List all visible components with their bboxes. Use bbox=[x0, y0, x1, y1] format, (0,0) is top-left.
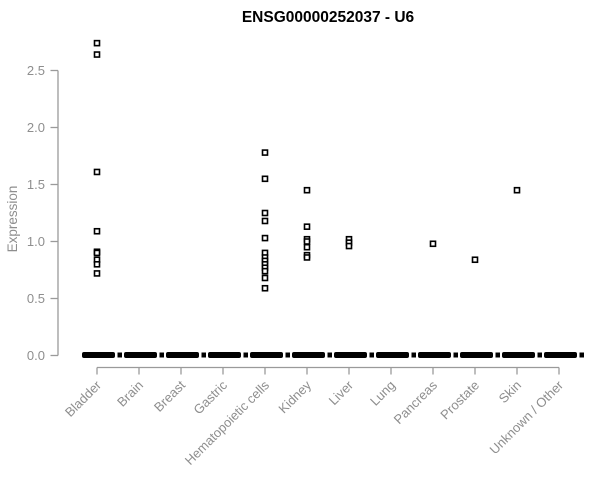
y-tick-label: 0.0 bbox=[27, 348, 45, 363]
data-point-bladder bbox=[93, 260, 101, 268]
data-point-hematopoietic-cells bbox=[261, 267, 269, 275]
data-point-hematopoietic-cells bbox=[261, 149, 269, 156]
y-axis-label: Expression bbox=[5, 186, 20, 253]
y-tick-label: 2.5 bbox=[27, 63, 45, 78]
zero-bar-pancreas bbox=[418, 352, 451, 358]
zero-bar-hematopoietic-cells bbox=[250, 352, 283, 358]
zero-bar-gastric bbox=[208, 352, 241, 358]
y-tick-label: 0.5 bbox=[27, 291, 45, 306]
x-tick-label-liver: Liver bbox=[326, 377, 357, 408]
zero-bar-unknown-other bbox=[544, 352, 577, 358]
zero-bar-skin bbox=[502, 352, 535, 358]
data-point-kidney bbox=[303, 186, 311, 194]
zero-bar-dash-pancreas bbox=[453, 352, 458, 358]
x-tick-label-unknown-other: Unknown / Other bbox=[487, 377, 567, 457]
zero-bar-dash-skin bbox=[537, 352, 542, 358]
zero-bar-breast bbox=[166, 352, 199, 358]
zero-bar-dash-liver bbox=[369, 352, 374, 358]
data-point-bladder bbox=[93, 39, 101, 47]
data-point-bladder bbox=[93, 270, 101, 277]
x-tick-label-pancreas: Pancreas bbox=[391, 377, 441, 427]
x-tick-label-bladder: Bladder bbox=[62, 377, 105, 420]
y-tick-label: 2.0 bbox=[27, 120, 45, 135]
zero-bar-dash-gastric bbox=[243, 352, 248, 358]
data-point-kidney bbox=[303, 223, 311, 230]
data-point-hematopoietic-cells bbox=[261, 274, 269, 282]
chart-title: ENSG00000252037 - U6 bbox=[242, 9, 415, 26]
zero-bar-bladder bbox=[82, 352, 115, 358]
zero-bar-dash-lung bbox=[411, 352, 416, 358]
data-point-bladder bbox=[93, 249, 101, 257]
data-point-hematopoietic-cells bbox=[261, 217, 269, 225]
x-tick-label-gastric: Gastric bbox=[190, 377, 230, 417]
x-tick-label-breast: Breast bbox=[151, 377, 188, 414]
zero-bar-brain bbox=[124, 352, 157, 358]
data-point-pancreas bbox=[429, 240, 437, 248]
zero-bar-dash-breast bbox=[201, 352, 206, 358]
x-tick-label-skin: Skin bbox=[496, 378, 524, 406]
data-point-hematopoietic-cells bbox=[261, 284, 269, 292]
data-point-bladder bbox=[93, 168, 101, 176]
zero-bar-dash-hematopoietic-cells bbox=[285, 352, 290, 358]
y-tick-label: 1.5 bbox=[27, 177, 45, 192]
zero-bar-dash-bladder bbox=[117, 352, 122, 358]
x-tick-label-brain: Brain bbox=[114, 378, 146, 410]
data-point-bladder bbox=[93, 227, 101, 235]
data-point-kidney bbox=[303, 238, 311, 245]
zero-bar-prostate bbox=[460, 352, 493, 358]
x-tick-label-prostate: Prostate bbox=[437, 378, 482, 423]
data-point-prostate bbox=[471, 256, 479, 264]
data-point-hematopoietic-cells bbox=[261, 209, 269, 217]
zero-bar-lung bbox=[376, 352, 409, 358]
zero-bar-dash-prostate bbox=[495, 352, 500, 358]
zero-bar-liver bbox=[334, 352, 367, 358]
zero-bar-dash-kidney bbox=[327, 352, 332, 358]
x-tick-label-lung: Lung bbox=[367, 378, 398, 409]
zero-bar-dash-unknown-other bbox=[579, 352, 584, 358]
data-point-hematopoietic-cells bbox=[261, 175, 269, 183]
zero-bar-kidney bbox=[292, 352, 325, 358]
data-point-liver bbox=[345, 242, 353, 250]
plot-area: 0.0 0.5 1.0 1.5 2.0 2.5 Bladder Brain Breast Gast… bbox=[27, 39, 584, 468]
y-tick-label: 1.0 bbox=[27, 234, 45, 249]
data-point-kidney bbox=[303, 254, 311, 261]
zero-bar-dash-brain bbox=[159, 352, 164, 358]
data-point-kidney bbox=[303, 243, 311, 251]
data-point-hematopoietic-cells bbox=[261, 234, 269, 242]
data-point-skin bbox=[513, 186, 521, 194]
data-point-bladder bbox=[93, 51, 101, 58]
x-tick-label-kidney: Kidney bbox=[275, 377, 314, 416]
